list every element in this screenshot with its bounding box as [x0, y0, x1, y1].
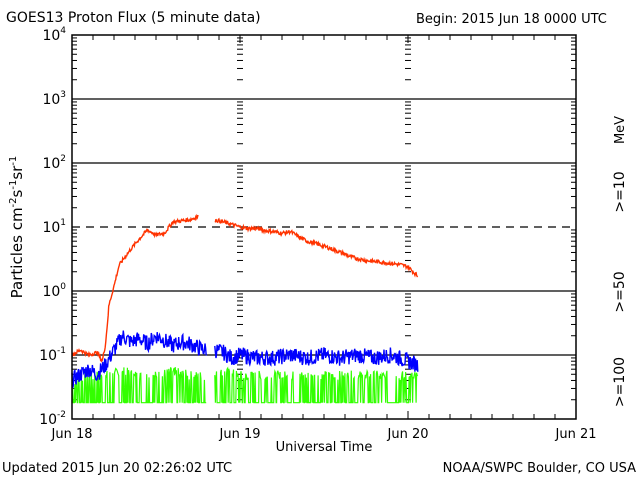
y-label-exp1: -2: [8, 197, 19, 207]
legend-item-100: >=100: [612, 357, 628, 407]
axis-ticks: [72, 35, 576, 419]
legend-item-10: >=10: [612, 171, 628, 212]
y-tick-base: 10: [42, 220, 60, 236]
y-tick-exponent: 1: [60, 218, 66, 228]
y-tick-exponent: 4: [60, 26, 66, 36]
y-axis-label: Particles cm-2s-1sr-1: [8, 156, 26, 299]
y-label-exp2: -1: [8, 180, 19, 190]
legend-label-50: >=50: [612, 271, 628, 312]
y-tick-exponent: -2: [57, 410, 66, 420]
svg-text:Particles cm-2s-1sr-1: Particles cm-2s-1sr-1: [8, 156, 26, 299]
gridlines: [72, 98, 576, 356]
legend-unit: MeV: [613, 116, 628, 144]
y-tick-base: 10: [39, 412, 57, 428]
legend-item-50: >=50: [612, 271, 628, 312]
y-tick-label: 102: [42, 154, 66, 172]
y-tick-label: 104: [42, 26, 66, 44]
y-tick-exponent: -1: [57, 346, 66, 356]
chart-title: GOES13 Proton Flux (5 minute data): [6, 10, 261, 26]
series-line: [214, 366, 419, 404]
y-tick-label: 100: [42, 282, 66, 300]
y-tick-exponent: 3: [60, 90, 66, 100]
series-10: [71, 213, 419, 363]
series-line: [214, 344, 419, 372]
y-tick-base: 10: [42, 156, 60, 172]
data-series: [71, 213, 419, 404]
x-axis-label: Universal Time: [276, 440, 373, 455]
y-label-main: Particles cm: [8, 207, 26, 298]
series-line: [214, 217, 419, 278]
source-credit: NOAA/SWPC Boulder, CO USA: [443, 461, 636, 476]
x-tick-label: Jun 19: [219, 427, 261, 442]
y-tick-label: 10-1: [39, 346, 66, 364]
y-tick-exponent: 0: [60, 282, 66, 292]
y-label-sr: sr: [8, 165, 26, 180]
series-100: [71, 366, 419, 404]
y-label-exp3: -1: [8, 156, 19, 166]
series-line: [71, 367, 207, 404]
y-tick-label: 103: [42, 90, 66, 108]
energy-unit-label: MeV: [613, 116, 628, 144]
y-tick-base: 10: [42, 284, 60, 300]
legend-label-10: >=10: [612, 171, 628, 212]
y-tick-base: 10: [39, 348, 57, 364]
x-tick-label: Jun 20: [387, 427, 429, 442]
series-line: [71, 213, 199, 363]
series-line: [71, 330, 207, 389]
x-tick-labels: Jun 18 Jun 19 Jun 20 Jun 21: [51, 427, 597, 442]
x-tick-label: Jun 21: [555, 427, 597, 442]
y-tick-label: 10-2: [39, 410, 66, 428]
updated-timestamp: Updated 2015 Jun 20 02:26:02 UTC: [2, 461, 232, 476]
x-tick-label: Jun 18: [51, 427, 93, 442]
legend-label-100: >=100: [612, 357, 628, 407]
plot-frame: [71, 34, 577, 420]
y-tick-label: 101: [42, 218, 66, 236]
y-label-s: s: [8, 189, 26, 197]
begin-label: Begin: 2015 Jun 18 0000 UTC: [416, 12, 607, 27]
y-tick-base: 10: [42, 92, 60, 108]
y-tick-base: 10: [42, 28, 60, 44]
series-50: [71, 330, 419, 389]
y-tick-exponent: 2: [60, 154, 66, 164]
